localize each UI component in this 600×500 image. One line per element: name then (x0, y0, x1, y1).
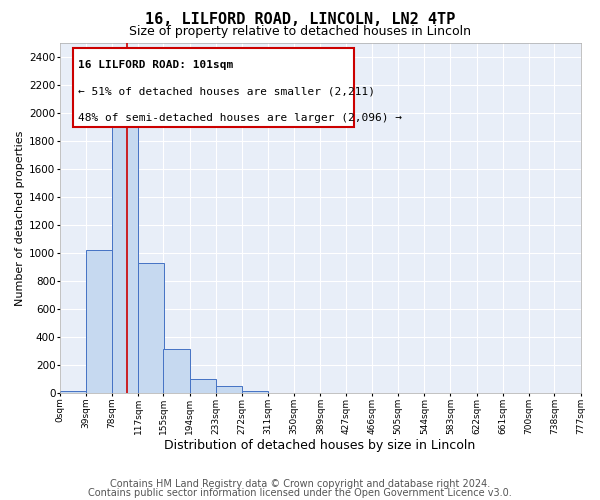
FancyBboxPatch shape (73, 48, 354, 126)
Bar (163, 349, 190, 394)
Bar (138, 263, 164, 394)
Y-axis label: Number of detached properties: Number of detached properties (15, 130, 25, 306)
Text: 16, LILFORD ROAD, LINCOLN, LN2 4TP: 16, LILFORD ROAD, LINCOLN, LN2 4TP (145, 12, 455, 28)
Bar (112, 126, 138, 394)
Text: Contains HM Land Registry data © Crown copyright and database right 2024.: Contains HM Land Registry data © Crown c… (110, 479, 490, 489)
Text: 16 LILFORD ROAD: 101sqm: 16 LILFORD ROAD: 101sqm (78, 60, 233, 70)
Bar (268, 392, 294, 394)
Text: ← 51% of detached houses are smaller (2,211): ← 51% of detached houses are smaller (2,… (78, 86, 375, 97)
Bar (86, 250, 112, 394)
Text: 48% of semi-detached houses are larger (2,096) →: 48% of semi-detached houses are larger (… (78, 112, 402, 122)
Bar (59, 390, 86, 394)
Bar (216, 386, 242, 394)
Bar (242, 390, 268, 394)
Text: Contains public sector information licensed under the Open Government Licence v3: Contains public sector information licen… (88, 488, 512, 498)
X-axis label: Distribution of detached houses by size in Lincoln: Distribution of detached houses by size … (164, 440, 476, 452)
Text: Size of property relative to detached houses in Lincoln: Size of property relative to detached ho… (129, 25, 471, 38)
Bar (554, 392, 581, 394)
Bar (190, 378, 216, 394)
